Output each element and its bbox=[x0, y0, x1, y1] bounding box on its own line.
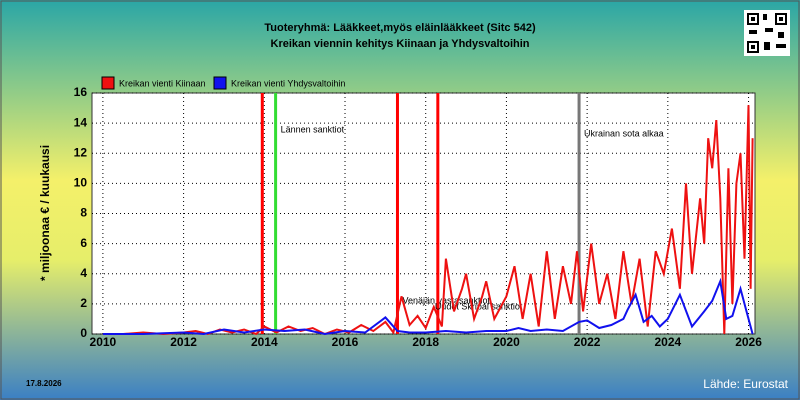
chart-subtitle: Kreikan viennin kehitys Kiinaan ja Yhdys… bbox=[271, 38, 530, 50]
x-tick-label: 2012 bbox=[170, 335, 197, 349]
x-tick-label: 2018 bbox=[412, 335, 439, 349]
x-tick-label: 2022 bbox=[574, 335, 601, 349]
legend-swatch bbox=[101, 76, 115, 90]
x-tick-label: 2016 bbox=[332, 335, 359, 349]
legend-label: Kreikan vienti Kiinaan bbox=[119, 78, 206, 88]
legend-label: Kreikan vienti Yhdysvaltoihin bbox=[231, 78, 345, 88]
chart-title: Tuoteryhmä: Lääkkeet,myös eläinlääkkeet … bbox=[264, 22, 536, 34]
y-tick-label: 14 bbox=[74, 115, 88, 129]
event-label: Venäjän vastasanktiot bbox=[402, 295, 490, 305]
legend-swatch bbox=[213, 76, 227, 90]
y-tick-label: 6 bbox=[80, 236, 87, 250]
series-line bbox=[102, 277, 754, 336]
source: Lähde: Eurostat bbox=[703, 377, 788, 391]
x-tick-label: 2014 bbox=[251, 335, 278, 349]
event-label: Ukrainan sota alkaa bbox=[584, 128, 664, 138]
series-line bbox=[102, 105, 754, 336]
event-label: Lännen sanktiot bbox=[281, 124, 345, 134]
x-tick-label: 2010 bbox=[90, 335, 117, 349]
y-tick-label: 12 bbox=[74, 145, 88, 159]
x-tick-label: 2020 bbox=[493, 335, 520, 349]
x-tick-label: 2024 bbox=[654, 335, 681, 349]
y-tick-label: 16 bbox=[74, 85, 88, 99]
qr-code bbox=[744, 10, 790, 56]
y-axis-label: * miljoonaa € / kuukausi bbox=[38, 145, 52, 281]
y-tick-label: 10 bbox=[74, 176, 88, 190]
date: 17.8.2026 bbox=[26, 379, 62, 388]
y-tick-label: 4 bbox=[80, 266, 87, 280]
y-tick-label: 8 bbox=[80, 206, 87, 220]
y-tick-label: 2 bbox=[80, 296, 87, 310]
y-tick-label: 0 bbox=[80, 326, 87, 340]
x-tick-label: 2026 bbox=[735, 335, 762, 349]
